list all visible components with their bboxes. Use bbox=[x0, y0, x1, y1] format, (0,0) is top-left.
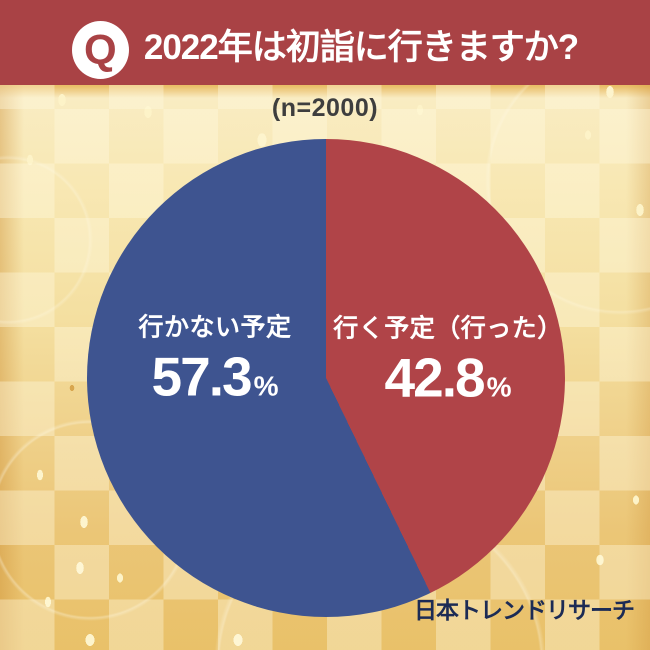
slice-name-going: 行く予定（行った） bbox=[333, 314, 563, 343]
slice-percent-number: 57.3 bbox=[151, 345, 253, 408]
slice-label-going: 行く予定（行った） 42.8% bbox=[333, 309, 563, 406]
sample-size-label: (n=2000) bbox=[271, 94, 379, 122]
pie-chart bbox=[87, 139, 565, 617]
slice-percent-number: 42.8 bbox=[384, 346, 486, 409]
slice-label-not-going: 行かない予定 57.3% bbox=[138, 308, 291, 405]
percent-sign: % bbox=[486, 371, 512, 403]
question-badge: Q bbox=[71, 20, 129, 79]
slice-value-going: 42.8% bbox=[333, 346, 563, 409]
slice-value-not-going: 57.3% bbox=[138, 345, 291, 408]
question-title: 2022年は初詣に行きますか? bbox=[143, 28, 579, 67]
brand-logo: 日本トレンドリサーチ bbox=[414, 597, 635, 623]
percent-sign: % bbox=[253, 370, 279, 402]
slice-name-not-going: 行かない予定 bbox=[138, 313, 292, 342]
question-badge-letter: Q bbox=[84, 25, 117, 73]
question-header: Q 2022年は初詣に行きますか? bbox=[0, 0, 650, 85]
